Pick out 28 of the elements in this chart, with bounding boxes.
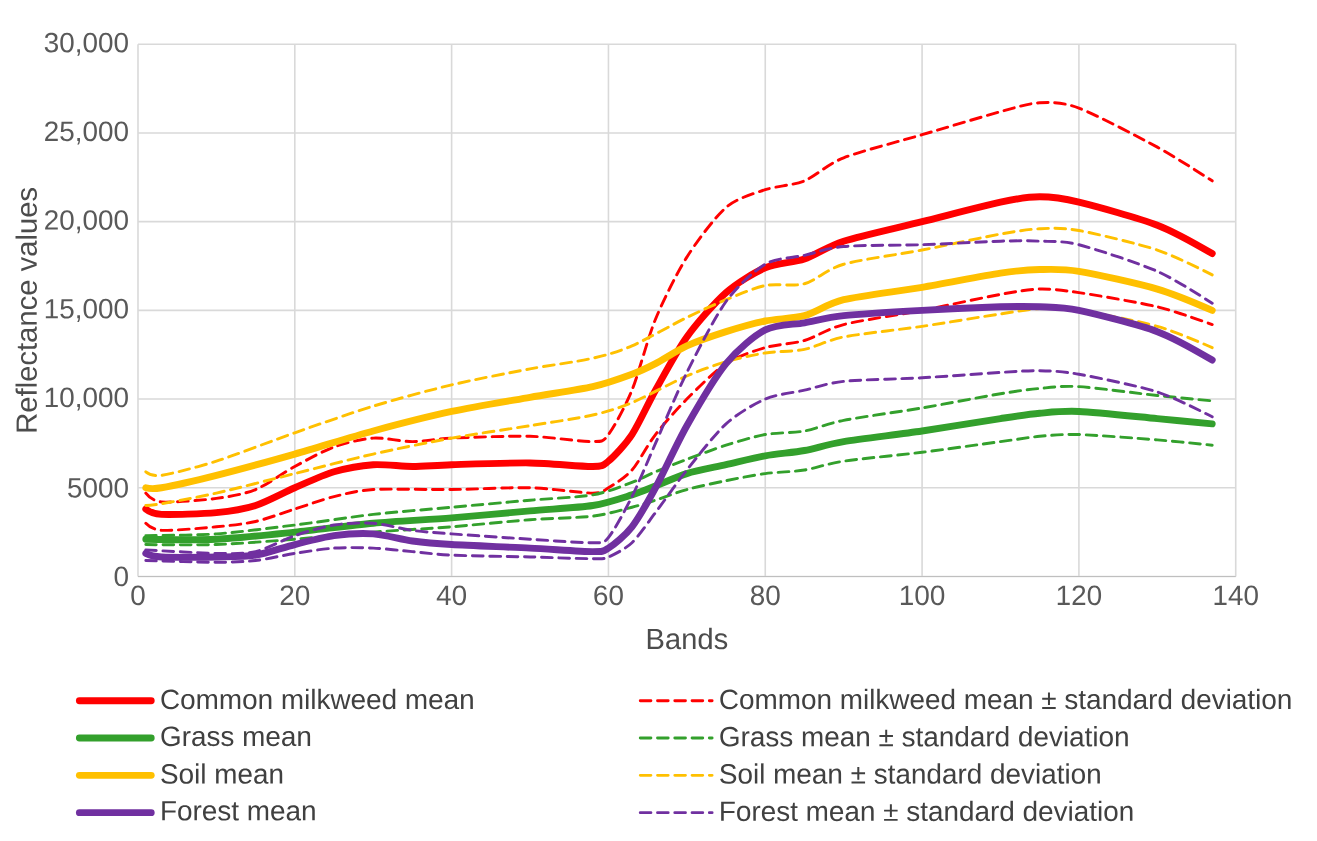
x-tick-label: 20 — [280, 585, 310, 605]
legend-label: Soil mean ± standard deviation — [720, 763, 1100, 784]
legend-label: Forest mean — [162, 800, 315, 821]
line-series — [144, 287, 1214, 532]
y-tick-label: 20,000 — [45, 209, 128, 233]
y-axis-title: Reflectance values — [15, 187, 37, 432]
x-axis-title: Bands — [647, 627, 728, 650]
legend-label: Grass mean — [161, 726, 311, 746]
y-tick-label: 10,000 — [45, 387, 128, 411]
legend-label: Soil mean — [161, 763, 283, 784]
legend-label: Grass mean ± standard deviation — [720, 725, 1128, 747]
x-tick-label: 120 — [1057, 585, 1102, 605]
x-tick-label: 60 — [594, 585, 623, 605]
x-tick-label: 140 — [1214, 585, 1258, 605]
y-tick-label: 5000 — [68, 477, 128, 498]
y-tick-label: 25,000 — [45, 121, 128, 145]
x-tick-label: 80 — [750, 585, 780, 605]
legend-label: Common milkweed mean — [161, 688, 473, 710]
y-tick-label: 0 — [114, 566, 128, 587]
legend-label: Forest mean ± standard deviation — [721, 800, 1133, 821]
legend-label: Common milkweed mean ± standard deviation — [720, 688, 1291, 710]
y-tick-label: 30,000 — [44, 32, 128, 56]
line-series — [144, 226, 1214, 477]
line-series — [144, 100, 1214, 504]
x-tick-label: 100 — [900, 585, 945, 605]
y-tick-label: 15,000 — [45, 298, 128, 322]
x-tick-label: 40 — [436, 585, 467, 605]
x-tick-label: 0 — [131, 585, 145, 605]
